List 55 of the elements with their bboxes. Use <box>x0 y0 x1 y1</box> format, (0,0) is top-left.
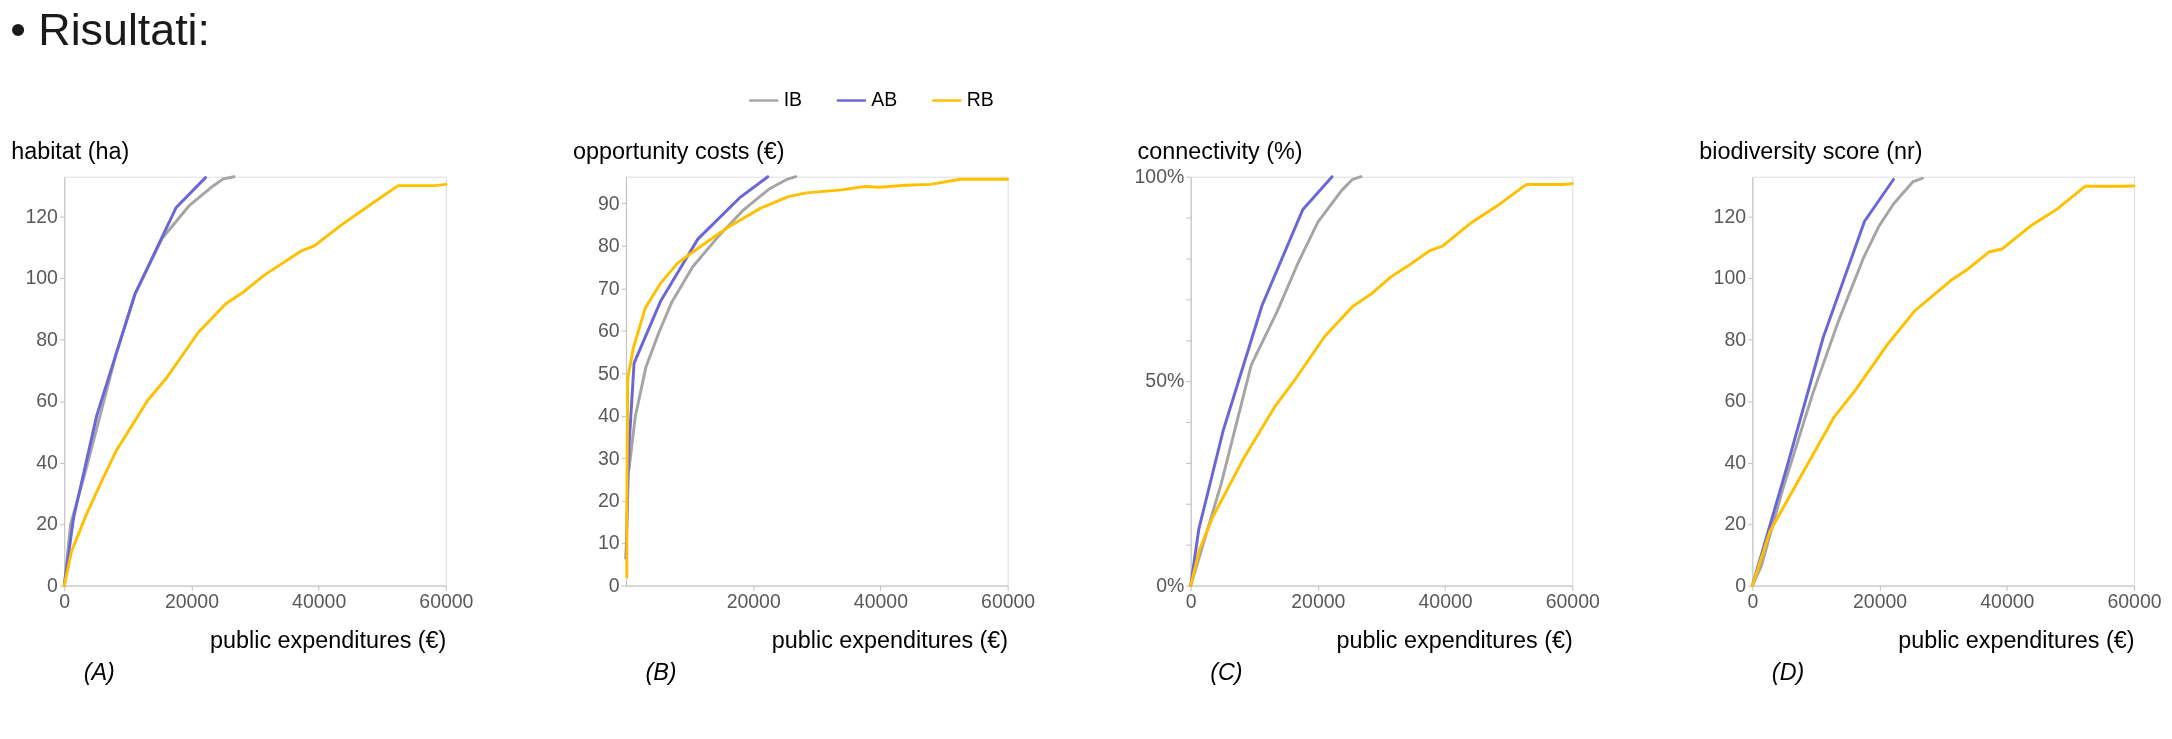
y-axis-title: connectivity (%) <box>1137 137 1303 164</box>
y-tick-label: 60 <box>1724 389 1747 412</box>
y-tick-label: 60 <box>598 319 620 342</box>
y-tick-label: 0 <box>608 573 620 596</box>
x-axis-title: public expenditures (€) <box>210 627 447 654</box>
y-tick-label: 50% <box>1145 369 1185 392</box>
y-axis-title: opportunity costs (€) <box>572 137 785 164</box>
y-tick-label: 50 <box>598 361 620 384</box>
y-tick-label: 120 <box>1713 205 1747 227</box>
legend-label: IB <box>783 88 803 111</box>
x-tick-label: 60000 <box>1545 590 1601 613</box>
x-tick-label: 20000 <box>1853 590 1908 613</box>
y-tick-label: 100 <box>25 266 59 289</box>
x-tick-label: 60000 <box>2107 590 2162 613</box>
y-axis-title: biodiversity score (nr) <box>1699 137 1923 164</box>
x-tick-label: 60000 <box>981 590 1036 613</box>
x-tick-label: 20000 <box>164 590 220 613</box>
y-axis-title: habitat (ha) <box>11 137 130 164</box>
x-axis-title: public expenditures (€) <box>1898 627 2135 654</box>
y-tick-label: 100 <box>1713 266 1747 289</box>
x-tick-label: 40000 <box>1980 590 2035 613</box>
x-tick-label: 40000 <box>292 590 347 613</box>
text: (C) <box>1210 659 1243 686</box>
text: (B) <box>645 659 677 686</box>
y-tick-label: 80 <box>1724 327 1747 350</box>
y-tick-label: 30 <box>598 446 620 469</box>
y-tick-label: 60 <box>36 389 59 412</box>
legend-label: RB <box>966 88 994 111</box>
x-axis-title: public expenditures (€) <box>1336 627 1573 654</box>
y-tick-label: 70 <box>598 276 620 299</box>
y-tick-label: 40 <box>1724 450 1747 473</box>
x-tick-label: 40000 <box>853 590 909 613</box>
y-tick-label: 20 <box>598 489 620 512</box>
y-tick-label: 100% <box>1134 165 1185 188</box>
y-tick-label: 0 <box>47 573 59 596</box>
chart-title: • Risultati: <box>10 4 210 55</box>
legend-label: AB <box>871 88 898 111</box>
y-tick-label: 80 <box>36 327 59 350</box>
y-tick-label: 20 <box>1724 512 1747 535</box>
y-tick-label: 120 <box>25 205 59 227</box>
x-tick-label: 60000 <box>419 590 474 613</box>
y-tick-label: 80 <box>598 234 620 257</box>
y-tick-label: 0% <box>1156 573 1185 596</box>
x-axis-title: public expenditures (€) <box>771 627 1009 654</box>
y-tick-label: 0 <box>1735 573 1747 596</box>
x-tick-label: 20000 <box>726 590 781 613</box>
y-tick-label: 90 <box>598 191 620 214</box>
y-tick-label: 40 <box>598 404 620 427</box>
y-tick-label: 20 <box>36 512 59 535</box>
text: (D) <box>1771 659 1805 686</box>
x-tick-label: 20000 <box>1291 590 1346 613</box>
y-tick-label: 40 <box>36 450 59 473</box>
text: (A) <box>83 659 115 686</box>
y-tick-label: 10 <box>598 531 620 554</box>
x-tick-label: 40000 <box>1418 590 1473 613</box>
